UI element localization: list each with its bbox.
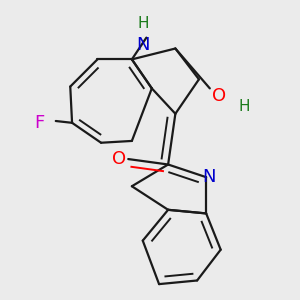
Text: F: F — [34, 114, 45, 132]
Text: H: H — [238, 99, 250, 114]
Text: O: O — [212, 87, 226, 105]
Text: O: O — [112, 150, 126, 168]
Text: N: N — [202, 168, 216, 186]
Text: H: H — [137, 16, 148, 31]
Text: N: N — [136, 36, 149, 54]
